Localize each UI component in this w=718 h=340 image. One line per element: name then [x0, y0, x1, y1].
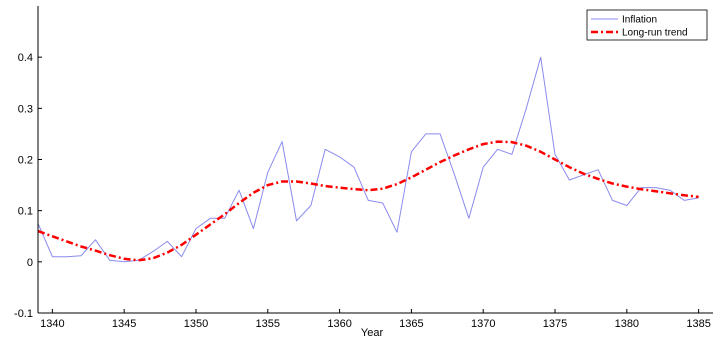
x-tick-label: 1350	[184, 318, 208, 330]
x-tick-label: 1340	[40, 318, 64, 330]
legend: Inflation Long-run trend	[586, 9, 708, 41]
x-axis: 1340 1345 1350 1355 1360 1365 1370 1375 1380 1385	[40, 309, 711, 330]
x-tick-label: 1375	[543, 318, 567, 330]
x-tick-label: 1365	[399, 318, 423, 330]
x-tick-label: 1345	[112, 318, 136, 330]
y-tick-label: 0.1	[18, 206, 33, 218]
y-tick-label: -0.1	[14, 308, 33, 320]
y-tick-label: 0.3	[18, 103, 33, 115]
y-axis: -0.1 0 0.1 0.2 0.3 0.4	[14, 52, 42, 320]
y-tick-label: 0.2	[18, 155, 33, 167]
x-tick-label: 1385	[686, 318, 710, 330]
y-tick-label: 0.4	[18, 52, 33, 64]
x-tick-label: 1370	[471, 318, 495, 330]
x-tick-label: 1380	[615, 318, 639, 330]
x-tick-label: 1360	[327, 318, 351, 330]
legend-label-inflation: Inflation	[622, 15, 657, 26]
plot-area	[38, 6, 713, 313]
legend-label-long-run-trend: Long-run trend	[622, 28, 688, 39]
legend-box	[586, 9, 708, 41]
series-layer	[37, 56, 699, 263]
x-axis-title: Year	[361, 327, 384, 339]
series-line-inflation	[37, 56, 699, 263]
series-line-long-run-trend	[37, 140, 699, 262]
y-tick-label: 0	[27, 257, 33, 269]
x-tick-label: 1355	[256, 318, 280, 330]
